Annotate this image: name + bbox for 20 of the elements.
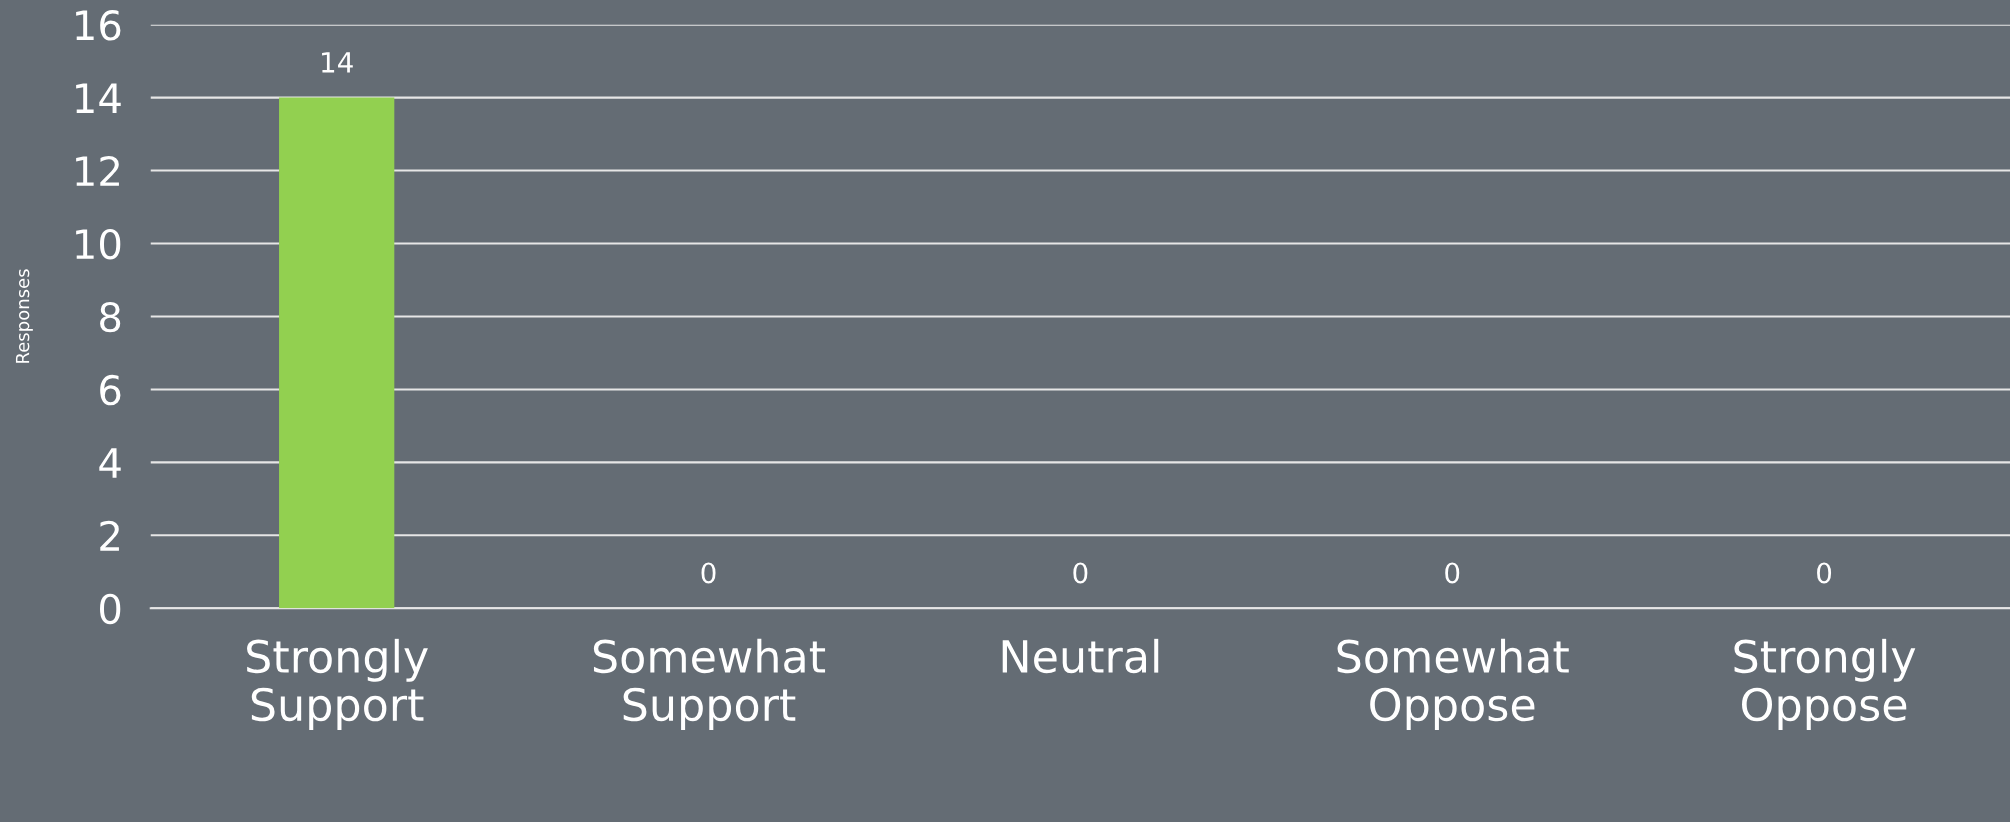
data-label: 14 <box>322 52 353 73</box>
y-tick-label: 16 <box>76 10 121 41</box>
data-label: 0 <box>1445 562 1460 584</box>
x-tick-label: Strongly Oppose <box>1734 638 1916 730</box>
x-tick-label: Neutral <box>1002 638 1159 674</box>
x-tick-label: Somewhat Oppose <box>1337 638 1569 730</box>
y-axis-title: Responses <box>15 269 33 363</box>
y-tick-label: 10 <box>76 228 121 260</box>
y-tick-label: 0 <box>100 593 121 625</box>
y-tick-label: 2 <box>100 520 119 551</box>
y-tick-label: 12 <box>76 155 119 186</box>
x-tick-label: Strongly Support <box>247 638 428 730</box>
data-label: 0 <box>1817 562 1832 584</box>
y-tick-label: 8 <box>100 301 121 333</box>
y-tick-label: 4 <box>99 448 121 478</box>
y-tick-label: 6 <box>100 374 121 406</box>
data-label: 0 <box>1073 562 1088 584</box>
data-label: 0 <box>701 562 716 584</box>
y-tick-label: 14 <box>76 83 121 113</box>
x-tick-label: Somewhat Support <box>593 638 826 730</box>
